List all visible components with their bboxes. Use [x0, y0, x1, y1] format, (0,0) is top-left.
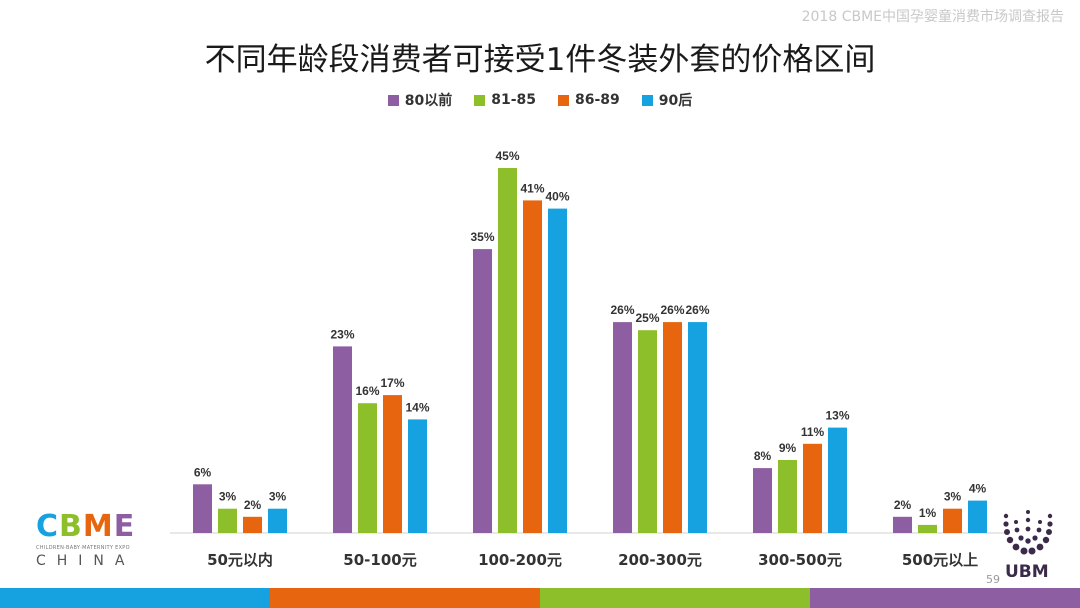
- category-label: 200-300元: [618, 551, 702, 569]
- bar: [333, 346, 352, 533]
- data-label: 17%: [380, 376, 404, 390]
- bar: [358, 403, 377, 533]
- bar: [638, 330, 657, 533]
- legend-label: 86-89: [575, 92, 620, 108]
- report-header: 2018 CBME中国孕婴童消费市场调查报告: [801, 9, 1064, 25]
- data-label: 11%: [801, 425, 825, 439]
- legend-swatch: [387, 94, 399, 106]
- data-label: 1%: [919, 506, 937, 520]
- data-label: 6%: [194, 465, 212, 479]
- legend-label: 90后: [658, 93, 693, 109]
- legend-swatch: [474, 94, 486, 106]
- data-label: 9%: [779, 441, 797, 455]
- legend-label: 81-85: [491, 92, 536, 108]
- footer-color-bar: [0, 588, 1080, 608]
- category-label: 300-500元: [758, 551, 842, 569]
- bar: [268, 508, 287, 533]
- cbme-country: CHINA: [36, 553, 136, 569]
- data-label: 26%: [610, 303, 634, 317]
- bar: [383, 395, 402, 533]
- bar: [828, 427, 847, 533]
- bar: [613, 322, 632, 533]
- bar: [778, 460, 797, 533]
- chart-title: 不同年龄段消费者可接受1件冬装外套的价格区间: [204, 42, 876, 78]
- bar: [473, 249, 492, 533]
- legend-item-86-89: 86-89: [558, 90, 620, 110]
- bar: [753, 468, 772, 533]
- data-label: 3%: [269, 490, 287, 504]
- footer-segment: [810, 588, 1080, 608]
- cbme-logo: C B M E CHILDREN·BABY·MATERNITY EXPO CHI…: [36, 512, 161, 572]
- bar: [803, 443, 822, 533]
- data-label: 2%: [894, 498, 912, 512]
- bar: [688, 322, 707, 533]
- data-label: 41%: [520, 181, 544, 195]
- bar: [523, 200, 542, 533]
- data-label: 2%: [244, 498, 262, 512]
- legend-item-90: 90后: [641, 90, 693, 110]
- cbme-tagline: CHILDREN·BABY·MATERNITY EXPO: [36, 545, 130, 551]
- data-label: 45%: [495, 149, 519, 163]
- bar: [218, 508, 237, 533]
- ubm-dots-icon: [1003, 510, 1053, 555]
- data-label: 3%: [219, 490, 237, 504]
- data-label: 4%: [969, 482, 987, 496]
- legend-item-81-85: 81-85: [474, 90, 536, 110]
- data-label: 25%: [635, 311, 659, 325]
- cbme-letter: C: [36, 509, 59, 544]
- cbme-letter: B: [59, 509, 82, 544]
- data-label: 26%: [685, 303, 709, 317]
- ubm-wordmark: UBM: [1005, 562, 1049, 582]
- bar: [663, 322, 682, 533]
- footer-segment: [540, 588, 810, 608]
- cbme-logo-letters: C B M E: [36, 512, 161, 542]
- bar: [968, 500, 987, 533]
- data-label: 16%: [355, 384, 379, 398]
- bar: [408, 419, 427, 533]
- legend-label: 80以前: [404, 93, 453, 109]
- bar: [243, 516, 262, 533]
- data-label: 23%: [330, 327, 354, 341]
- legend-swatch: [558, 94, 569, 106]
- data-label: 8%: [754, 449, 772, 463]
- footer-segment: [0, 588, 270, 608]
- footer-segment: [270, 588, 540, 608]
- bar: [918, 524, 937, 533]
- bar: [193, 484, 212, 533]
- bar: [548, 208, 567, 533]
- legend-swatch: [641, 94, 653, 106]
- category-label: 50元以内: [207, 551, 273, 569]
- data-label: 3%: [944, 490, 962, 504]
- category-label: 50-100元: [343, 551, 416, 569]
- legend-item-80: 80以前: [387, 90, 453, 110]
- data-label: 26%: [660, 303, 684, 317]
- chart-legend: 80以前 81-85 86-89 90后: [0, 90, 1080, 110]
- bar: [893, 516, 912, 533]
- data-label: 13%: [825, 409, 849, 423]
- bar: [943, 508, 962, 533]
- page-number: 59: [986, 573, 1000, 586]
- ubm-logo: UBM: [996, 508, 1060, 582]
- data-label: 35%: [470, 230, 494, 244]
- data-label: 40%: [545, 190, 569, 204]
- cbme-letter: E: [113, 509, 135, 544]
- category-label: 100-200元: [478, 551, 562, 569]
- data-label: 14%: [405, 400, 429, 414]
- cbme-letter: M: [82, 509, 113, 544]
- bar: [498, 168, 517, 533]
- category-label: 500元以上: [902, 551, 978, 569]
